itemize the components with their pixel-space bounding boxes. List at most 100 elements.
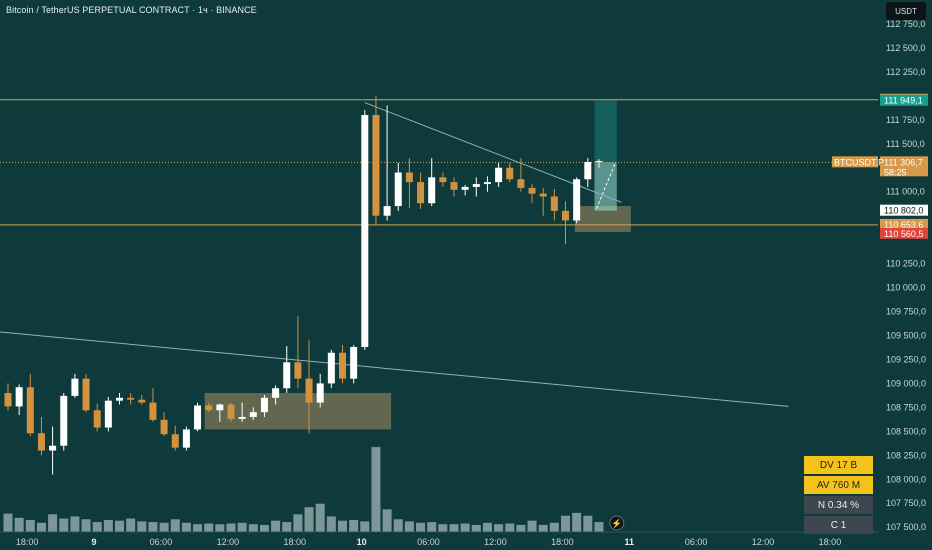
price-tag-label: 111 306,7 bbox=[884, 157, 923, 167]
volume-bar bbox=[338, 520, 347, 532]
candle-bullish bbox=[595, 161, 603, 163]
volume-bar bbox=[349, 519, 359, 532]
time-tick-label: 9 bbox=[92, 537, 97, 547]
volume-bar bbox=[393, 519, 403, 532]
volume-bar bbox=[81, 519, 91, 532]
volume-bar bbox=[549, 522, 559, 532]
position-target-area bbox=[594, 100, 617, 163]
time-tick-label: 18:00 bbox=[283, 537, 306, 547]
price-tick-label: 109 000,0 bbox=[886, 378, 926, 388]
candle-bullish bbox=[327, 352, 335, 384]
candle-bearish bbox=[93, 410, 101, 428]
price-tick-label: 112 250,0 bbox=[886, 67, 925, 77]
candle-bullish bbox=[194, 405, 202, 430]
price-tick-label: 109 750,0 bbox=[886, 307, 926, 317]
volume-bar bbox=[36, 522, 46, 532]
price-tick-label: 111 500,0 bbox=[886, 139, 925, 149]
price-tick-label: 108 500,0 bbox=[886, 426, 926, 436]
volume-bar bbox=[360, 521, 370, 532]
candle-bearish bbox=[227, 404, 235, 419]
volume-bar bbox=[404, 521, 414, 532]
candle-bearish bbox=[506, 167, 514, 180]
candle-bearish bbox=[138, 399, 146, 403]
volume-bar bbox=[215, 524, 225, 532]
chart-title: Bitcoin / TetherUS PERPETUAL CONTRACT · … bbox=[6, 5, 257, 15]
volume-bar bbox=[382, 509, 392, 532]
time-tick-label: 12:00 bbox=[752, 537, 775, 547]
candle-bearish bbox=[450, 182, 458, 190]
volume-bar bbox=[137, 521, 147, 532]
volume-bar bbox=[248, 524, 258, 532]
volume-bar bbox=[59, 518, 69, 532]
volume-bar bbox=[193, 524, 203, 532]
price-tick-label: 110 250,0 bbox=[886, 259, 925, 269]
price-tag bbox=[880, 94, 928, 106]
volume-bar bbox=[14, 517, 24, 532]
time-tick-label: 18:00 bbox=[551, 537, 574, 547]
price-tag-label: 110 653,6 bbox=[884, 220, 923, 230]
price-tag bbox=[880, 156, 928, 177]
price-tick-label: 109 250,0 bbox=[886, 354, 926, 364]
price-tag-label: 110 560,5 bbox=[884, 229, 923, 239]
price-tag bbox=[880, 204, 928, 216]
candle-bearish bbox=[417, 182, 425, 204]
candle-bullish bbox=[350, 346, 358, 379]
volume-bar bbox=[237, 522, 247, 532]
candle-bearish bbox=[305, 378, 313, 403]
candle-bullish bbox=[71, 378, 79, 396]
volume-bar bbox=[594, 522, 604, 532]
volume-bar bbox=[538, 524, 548, 532]
price-tick-label: 107 750,0 bbox=[886, 498, 926, 508]
price-tick-label: 109 500,0 bbox=[886, 330, 926, 340]
volume-bar bbox=[482, 522, 492, 532]
candle-bearish bbox=[528, 187, 536, 194]
countdown-label: 58:25 bbox=[884, 167, 907, 177]
time-tick-label: 12:00 bbox=[217, 537, 240, 547]
lightning-icon[interactable] bbox=[609, 515, 625, 531]
volume-bar bbox=[148, 522, 158, 532]
volume-bar bbox=[460, 523, 470, 532]
candle-bullish bbox=[182, 429, 190, 448]
volume-bar bbox=[427, 522, 437, 532]
volume-bar bbox=[293, 514, 303, 532]
volume-bar bbox=[259, 524, 269, 532]
candle-bearish bbox=[405, 172, 413, 183]
n-stat: N 0.34 % bbox=[804, 496, 873, 514]
dv-stat: DV 17 B bbox=[804, 456, 873, 474]
time-tick-label: 18:00 bbox=[16, 537, 39, 547]
candle-bullish bbox=[249, 412, 257, 417]
candle-bearish bbox=[160, 419, 168, 435]
candle-bullish bbox=[216, 404, 224, 411]
candle-bullish bbox=[573, 179, 581, 221]
time-tick-label: 12:00 bbox=[484, 537, 507, 547]
candle-bullish bbox=[394, 172, 402, 207]
symbol-tag bbox=[832, 156, 878, 168]
trend-line[interactable] bbox=[0, 331, 789, 407]
candle-bearish bbox=[550, 196, 558, 211]
candle-bullish bbox=[383, 206, 391, 216]
volume-bar bbox=[505, 523, 515, 532]
candle-bearish bbox=[562, 210, 569, 221]
volume-bar bbox=[494, 524, 504, 532]
currency-button[interactable]: USDT bbox=[886, 2, 926, 20]
time-tick-label: 18:00 bbox=[819, 537, 842, 547]
candle-bullish bbox=[316, 383, 324, 403]
volume-bar bbox=[226, 523, 236, 532]
volume-bar bbox=[181, 522, 191, 532]
volume-bar bbox=[48, 514, 58, 532]
candle-bullish bbox=[260, 397, 268, 413]
candle-bullish bbox=[428, 177, 436, 204]
volume-bar bbox=[561, 515, 570, 532]
candle-bearish bbox=[439, 177, 447, 183]
supply-demand-zone bbox=[204, 393, 392, 430]
candle-bullish bbox=[361, 115, 369, 347]
volume-bar bbox=[471, 524, 481, 532]
candle-bullish bbox=[495, 167, 503, 183]
price-axis[interactable] bbox=[878, 0, 932, 550]
volume-bar bbox=[527, 520, 537, 532]
price-tag-label: 110 802,0 bbox=[884, 206, 923, 216]
lightning-icon-glyph: ⚡ bbox=[611, 518, 622, 530]
price-tag bbox=[880, 218, 928, 230]
